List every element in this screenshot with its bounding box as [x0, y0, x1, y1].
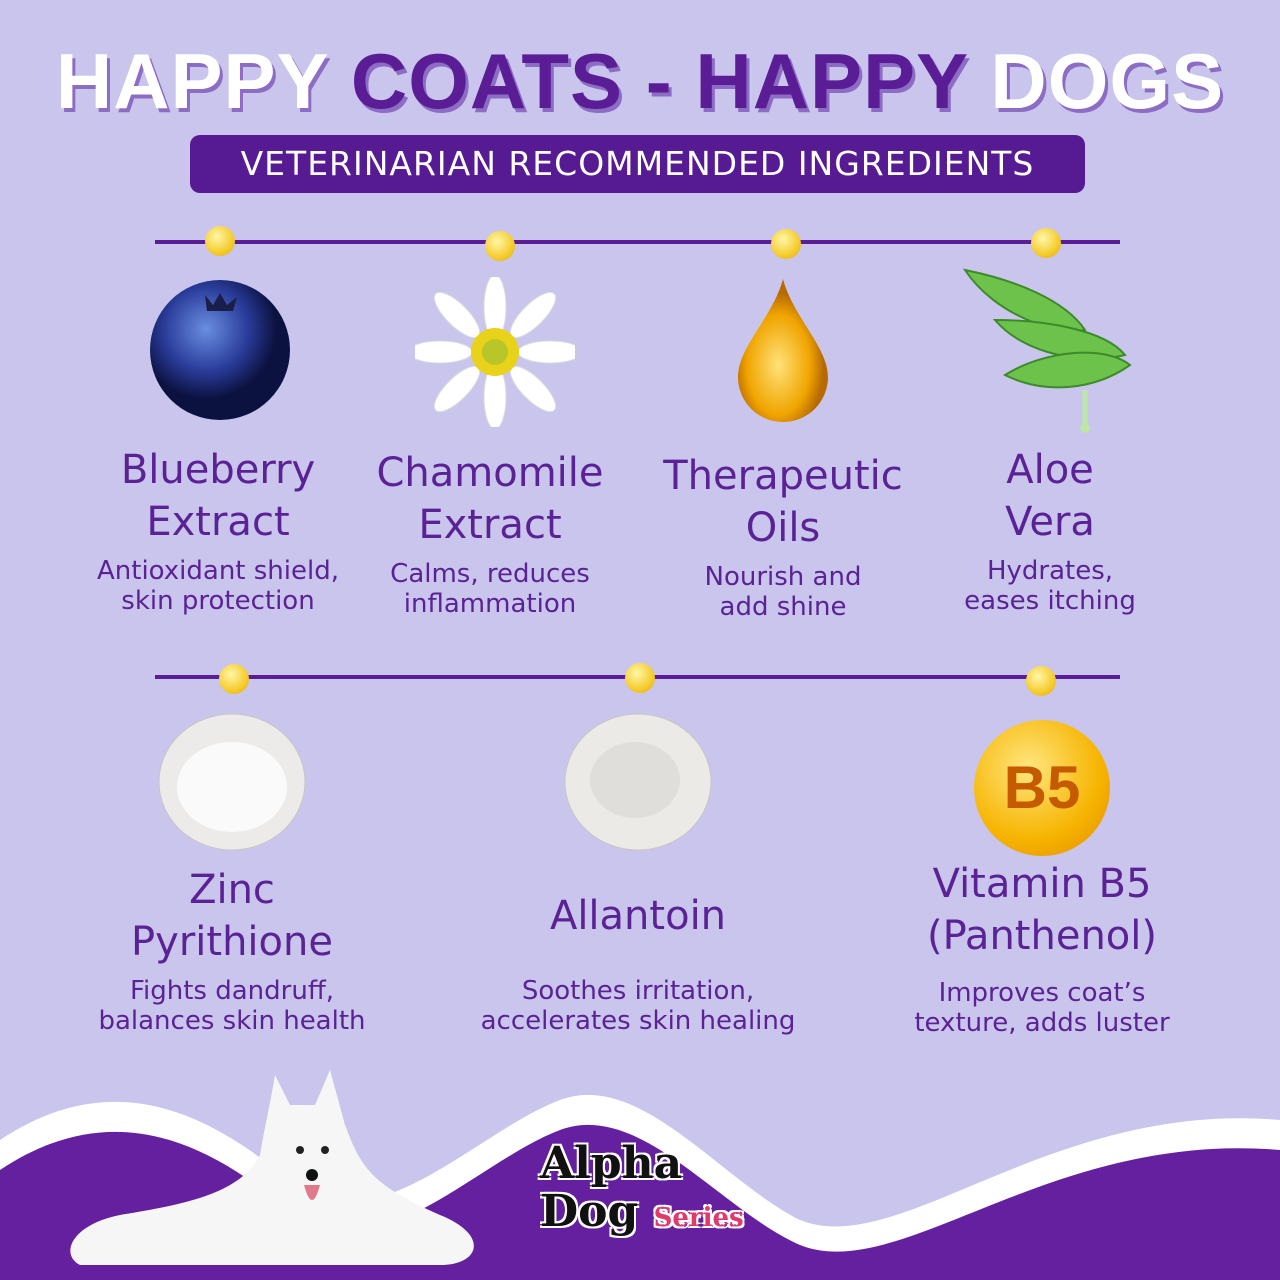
divider-line — [155, 240, 1120, 244]
dot-marker — [205, 226, 235, 256]
vitamin-capsule-icon: B5 — [974, 720, 1110, 856]
dog-photo — [70, 1070, 474, 1265]
ingredient-vitamin-b5: Vitamin B5 (Panthenol) Improves coat’s text… — [914, 861, 1170, 1038]
ingredient-therapeutic-oils: Therapeutic Oils Nourish and add shine — [663, 453, 903, 622]
dot-marker — [625, 663, 655, 693]
ingredient-blueberry-extract: Blueberry Extract Antioxidant shield, skin … — [96, 447, 339, 616]
ingredient-aloe-vera: Aloe Vera Hydrates, eases itching — [964, 447, 1136, 616]
aloe-vera-icon — [962, 268, 1132, 433]
powder-bowl-icon — [158, 713, 306, 851]
dot-marker — [219, 664, 249, 694]
oil-drop-icon — [738, 279, 828, 422]
dot-marker — [771, 229, 801, 259]
dot-marker — [1026, 666, 1056, 696]
brand-logo: Alpha Dog Series — [540, 1138, 744, 1237]
dot-marker — [485, 231, 515, 261]
powder-bowl-icon — [564, 713, 712, 851]
ingredient-chamomile-extract: Chamomile Extract Calms, reduces inflammati… — [376, 450, 604, 619]
chamomile-flower-icon — [415, 277, 575, 427]
subtitle-badge: VETERINARIAN RECOMMENDED INGREDIENTS — [190, 135, 1085, 193]
ingredient-allantoin: Allantoin Soothes irritation, accelerates … — [480, 893, 796, 1036]
main-title: HAPPY COATS - HAPPY DOGS — [55, 37, 1225, 125]
dot-marker — [1031, 228, 1061, 258]
ingredient-zinc-pyrithione: Zinc Pyrithione Fights dandruff, balances s… — [98, 867, 366, 1036]
blueberry-icon — [150, 280, 290, 420]
